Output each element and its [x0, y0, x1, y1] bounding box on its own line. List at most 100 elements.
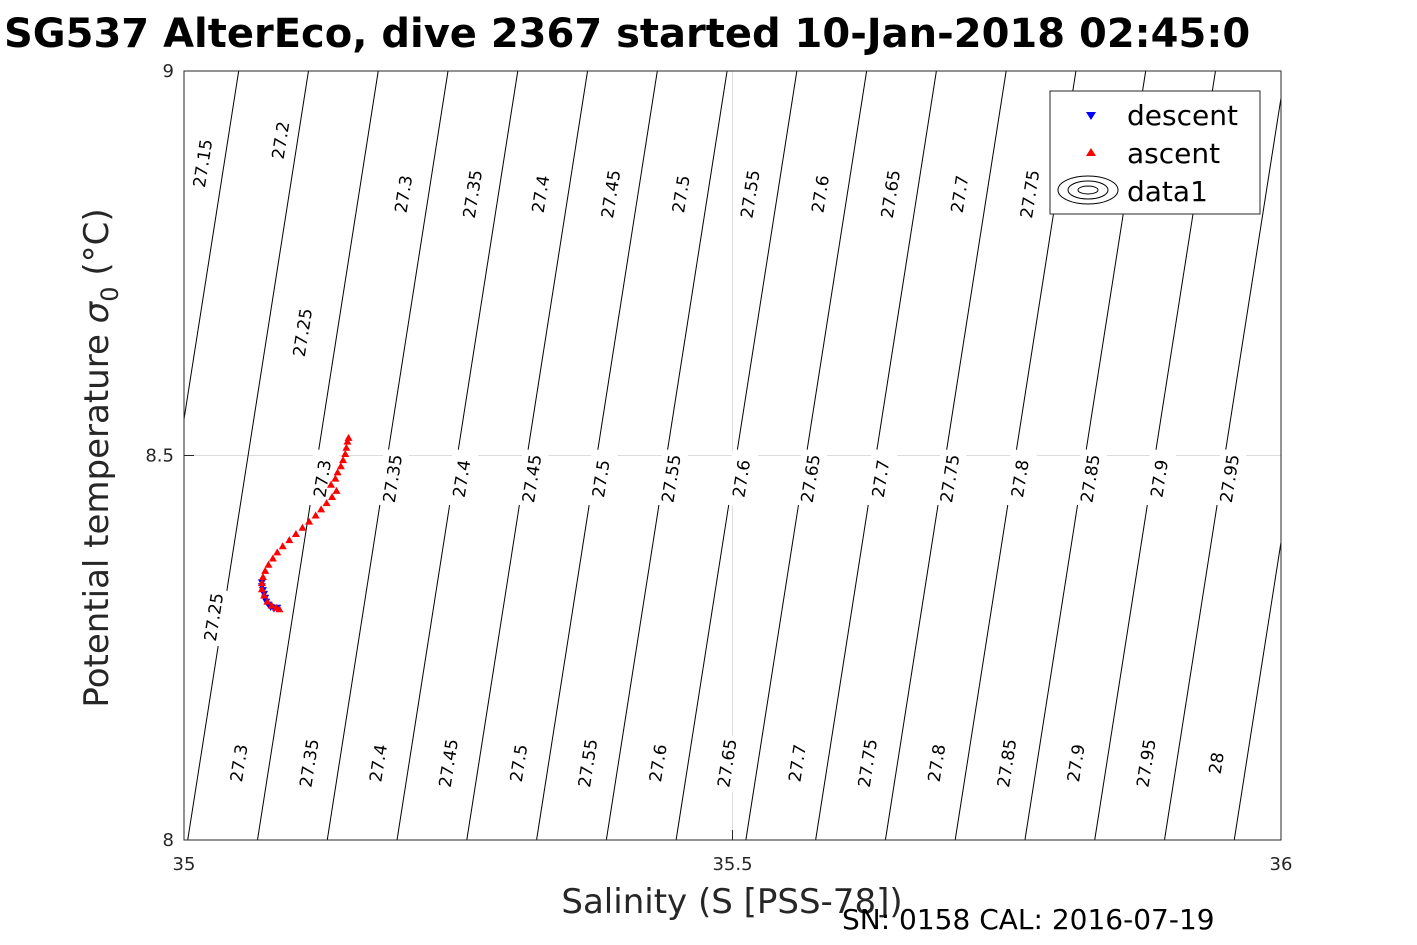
x-tick-label: 36: [1270, 854, 1293, 875]
ascent-point: [343, 437, 352, 445]
x-tick-label: 35: [173, 854, 196, 875]
calibration-footer: SN: 0158 CAL: 2016-07-19: [842, 903, 1215, 936]
ascent-point: [258, 573, 267, 581]
ascent-point: [278, 542, 287, 550]
contour-label-bg: [942, 164, 977, 224]
contour-label-bg: [455, 164, 490, 224]
contour-label-bg: [863, 448, 898, 509]
y-axis-label-symbol: σ: [77, 300, 117, 323]
legend-descent-label: descent: [1127, 99, 1238, 132]
ascent-point: [342, 443, 351, 451]
ascent-point: [272, 603, 281, 611]
ascent-series: [257, 433, 353, 613]
contour-label-bg: [291, 733, 327, 793]
contour-label-bg: [593, 164, 628, 224]
ascent-point: [268, 554, 277, 562]
contour-label-bg: [514, 448, 549, 509]
y-tick-label: 8: [163, 830, 174, 851]
contour-label-bg: [431, 733, 466, 793]
ascent-point: [257, 579, 266, 587]
x-axis-label: Salinity (S [PSS-78]): [561, 882, 902, 922]
ascent-point: [339, 456, 348, 464]
chart-title: SG537 AlterEco, dive 2367 started 10-Jan…: [4, 11, 1250, 57]
contour-label-bg: [850, 733, 885, 793]
contour-label-bg: [919, 733, 954, 793]
axis-ticks: 35 35.5 36 8 8.5 9: [145, 61, 1292, 875]
contour-label-bg: [196, 587, 231, 647]
ascent-point: [257, 585, 266, 593]
contour-label-bg: [1072, 448, 1108, 509]
isopycnal-line: [187, 71, 309, 840]
y-tick-label: 9: [163, 61, 174, 82]
ascent-point: [328, 493, 337, 501]
y-axis-label: Potential temperature σ0 (°C): [77, 208, 124, 707]
ascent-point: [317, 505, 326, 513]
contour-label-bg: [1128, 733, 1164, 793]
ascent-point: [332, 486, 341, 494]
contour-label-bg: [360, 733, 396, 793]
isopycnal-line: [184, 71, 240, 423]
ascent-point: [263, 597, 272, 605]
ascent-point: [322, 499, 331, 507]
contour-label-bg: [305, 448, 340, 509]
contour-label-bg: [185, 133, 220, 193]
ascent-point: [261, 566, 270, 574]
contour-label-bg: [780, 733, 815, 793]
contour-label-bg: [1012, 164, 1047, 224]
contour-label-bg: [501, 733, 536, 793]
y-tick-label: 8.5: [145, 446, 174, 467]
contour-label-bg: [263, 110, 298, 170]
contour-label-bg: [1058, 733, 1094, 793]
contour-label-bg: [793, 448, 828, 509]
isopycnal-line: [1233, 539, 1281, 840]
contour-label-bg: [375, 448, 410, 509]
contour-label-bg: [709, 733, 745, 793]
contour-label-bg: [1002, 448, 1038, 509]
contour-label-bg: [932, 448, 967, 509]
legend-ascent-marker: [1086, 148, 1096, 156]
contour-label-bg: [989, 733, 1024, 793]
contour-label-bg: [1212, 448, 1247, 509]
legend-descent-marker: [1086, 112, 1096, 120]
contour-label-bg: [583, 448, 619, 509]
legend-data1-label: data1: [1127, 175, 1208, 208]
contour-label-bg: [386, 164, 421, 224]
ascent-point: [260, 591, 269, 599]
contour-label: 28: [1206, 751, 1229, 775]
contour-label-bg: [640, 733, 676, 793]
ascent-point: [291, 529, 300, 537]
y-axis-label-unit: (°C): [77, 208, 117, 286]
ascent-point: [267, 601, 276, 609]
ascent-point: [333, 468, 342, 476]
legend: descent ascent data1: [1049, 90, 1261, 215]
contour-label-bg: [663, 164, 699, 224]
contour-label-bg: [1199, 733, 1234, 793]
contour-label-bg: [873, 164, 908, 224]
ascent-point: [331, 474, 340, 482]
contour-label-bg: [285, 302, 320, 363]
legend-contour-icon: [1057, 175, 1119, 205]
x-tick-label: 35.5: [712, 854, 752, 875]
contour-label-bg: [653, 448, 689, 509]
ascent-point: [311, 511, 320, 519]
data-series: [257, 433, 353, 613]
y-axis-label-subscript: 0: [96, 286, 124, 301]
ascent-point: [336, 462, 345, 470]
contour-label-bg: [732, 164, 768, 224]
contour-label-bg: [724, 448, 759, 509]
y-axis-label-text: Potential temperature: [77, 323, 117, 707]
contour-label-bg: [221, 733, 257, 793]
ascent-point: [285, 536, 294, 544]
contour-label-bg: [444, 448, 479, 509]
ascent-point: [341, 449, 350, 457]
contour-label-bg: [523, 164, 558, 224]
contour-label-bg: [803, 164, 838, 224]
legend-ascent-label: ascent: [1127, 137, 1220, 170]
ascent-point: [273, 548, 282, 556]
contour-label-bg: [1142, 448, 1177, 509]
ascent-point: [264, 560, 273, 568]
contour-label-bg: [570, 733, 605, 793]
ascent-point: [326, 480, 335, 488]
